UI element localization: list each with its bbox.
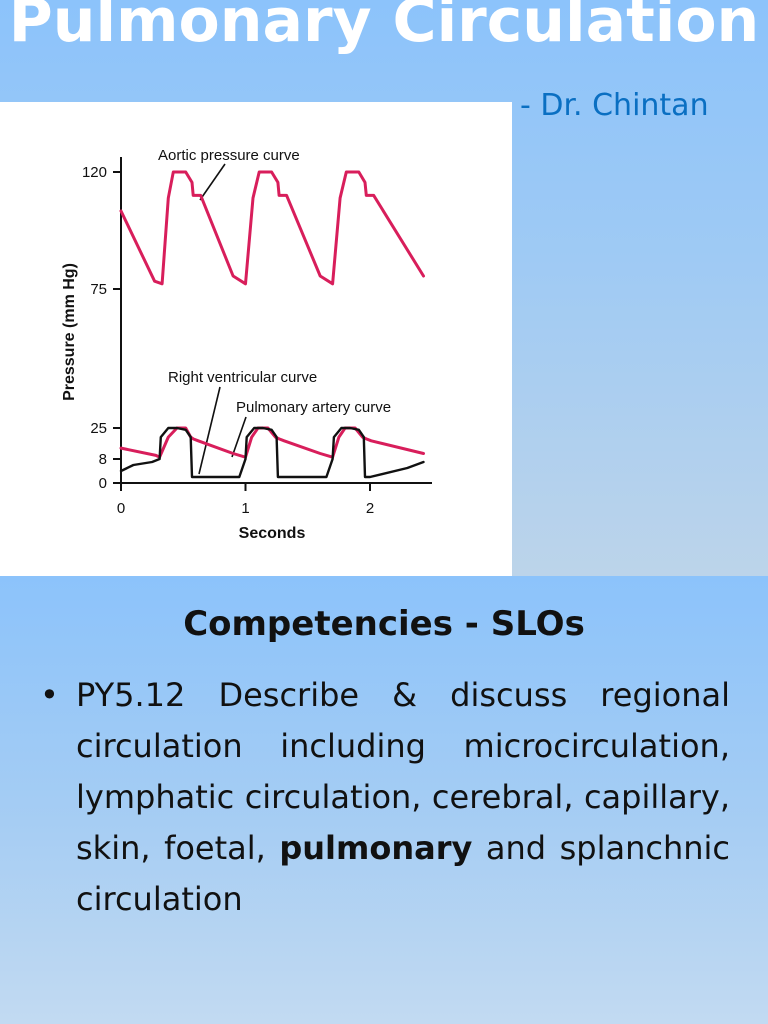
- bullet-icon: •: [40, 676, 59, 714]
- series-line-right-ventricular: [119, 426, 425, 479]
- slide-upper: Pulmonary Circulation - Dr. Chintan Aort…: [0, 0, 768, 576]
- pressure-figure: Aortic pressure curve Right ventricular …: [0, 102, 512, 576]
- x-tick-label: 0: [117, 500, 125, 517]
- pa-annotation: Pulmonary artery curve: [236, 399, 391, 416]
- y-axis-label: Pressure (mm Hg): [61, 263, 78, 401]
- x-axis-label: Seconds: [239, 525, 306, 542]
- slo-text-bold: pulmonary: [279, 829, 473, 867]
- y-tick-label: 120: [82, 164, 107, 181]
- x-tick-label: 2: [366, 500, 374, 517]
- y-tick-label: 75: [90, 281, 107, 298]
- y-tick-label: 25: [90, 420, 107, 437]
- slide-title: Pulmonary Circulation: [8, 0, 760, 56]
- y-tick-label: 8: [99, 451, 107, 468]
- slide-lower: [0, 576, 768, 1024]
- rv-leader-line: [198, 386, 221, 475]
- x-tick-label: 1: [241, 500, 249, 517]
- pa-leader-line: [231, 416, 247, 458]
- rv-annotation: Right ventricular curve: [168, 369, 317, 386]
- slo-item: • PY5.12 Describe & discuss regional cir…: [40, 670, 730, 925]
- slo-text-intro: PY5.12 Describe & discuss regional circu…: [76, 676, 730, 867]
- series-line-aortic: [119, 170, 425, 286]
- pressure-chart: Aortic pressure curve Right ventricular …: [61, 147, 432, 542]
- slo-heading: Competencies - SLOs: [183, 604, 585, 644]
- aortic-leader-line: [199, 163, 226, 201]
- y-tick-label: 0: [99, 475, 107, 492]
- author-credit: - Dr. Chintan: [520, 88, 709, 123]
- slo-list: • PY5.12 Describe & discuss regional cir…: [40, 670, 730, 925]
- slo-text-outro: and splanchnic circulation: [76, 829, 731, 918]
- aortic-annotation: Aortic pressure curve: [158, 147, 300, 164]
